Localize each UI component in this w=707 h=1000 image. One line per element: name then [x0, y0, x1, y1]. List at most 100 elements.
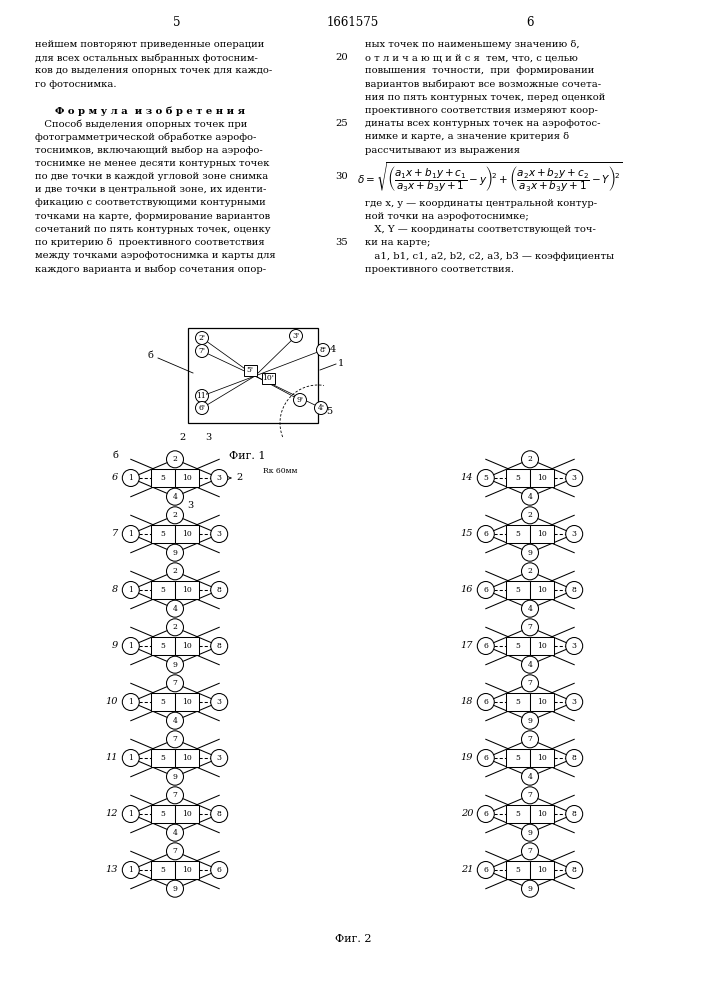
Circle shape [167, 488, 184, 505]
Circle shape [167, 451, 184, 468]
Text: 4: 4 [527, 493, 532, 501]
Text: 7: 7 [112, 530, 118, 538]
Text: 5: 5 [160, 474, 165, 482]
Text: 2: 2 [173, 623, 177, 631]
Text: 6: 6 [526, 15, 534, 28]
Text: 5: 5 [326, 406, 332, 416]
Circle shape [167, 712, 184, 729]
Bar [175, 469, 199, 487]
Text: ния по пять контурных точек, перед оценкой: ния по пять контурных точек, перед оценк… [365, 93, 605, 102]
Circle shape [167, 731, 184, 748]
Text: 2: 2 [173, 567, 177, 575]
Text: 4: 4 [527, 661, 532, 669]
Text: где x, y — координаты центральной контур-: где x, y — координаты центральной контур… [365, 199, 597, 208]
Text: 2: 2 [236, 474, 243, 483]
Text: проективного соответствия измеряют коор-: проективного соответствия измеряют коор- [365, 106, 598, 115]
Circle shape [211, 638, 228, 654]
Circle shape [477, 806, 494, 822]
Text: 3: 3 [205, 433, 211, 442]
Text: 5: 5 [160, 866, 165, 874]
Text: 10: 10 [537, 474, 547, 482]
Text: 9: 9 [173, 885, 177, 893]
Circle shape [122, 861, 139, 879]
Text: 10: 10 [537, 642, 547, 650]
Text: каждого варианта и выбор сочетания опор-: каждого варианта и выбор сочетания опор- [35, 264, 266, 274]
Circle shape [477, 470, 494, 487]
Text: ных точек по наименьшему значению ẟ,: ных точек по наименьшему значению ẟ, [365, 40, 580, 49]
Bar [530, 693, 554, 711]
Circle shape [211, 861, 228, 879]
Text: 1: 1 [129, 810, 133, 818]
Circle shape [566, 582, 583, 598]
Text: 12: 12 [106, 810, 118, 818]
Text: тоснимке не менее десяти контурных точек: тоснимке не менее десяти контурных точек [35, 159, 269, 168]
Text: 9: 9 [112, 642, 118, 650]
Text: 1: 1 [129, 530, 133, 538]
Text: Фиг. 2: Фиг. 2 [334, 934, 371, 944]
Text: 8: 8 [217, 586, 221, 594]
Circle shape [477, 582, 494, 598]
Text: 14: 14 [461, 474, 473, 483]
Circle shape [211, 582, 228, 598]
Bar [530, 805, 554, 823]
Bar [151, 581, 175, 599]
Text: сочетаний по пять контурных точек, оценку: сочетаний по пять контурных точек, оценк… [35, 225, 271, 234]
Circle shape [167, 768, 184, 785]
Text: 9': 9' [296, 396, 303, 404]
Text: 8: 8 [217, 642, 221, 650]
Bar [530, 581, 554, 599]
Bar [243, 364, 257, 375]
Text: 5: 5 [160, 586, 165, 594]
Text: 5: 5 [515, 810, 520, 818]
Bar [530, 525, 554, 543]
Circle shape [522, 451, 539, 468]
Text: 10: 10 [106, 698, 118, 706]
Text: 4: 4 [173, 829, 177, 837]
Text: 1: 1 [129, 698, 133, 706]
Text: Фиг. 1: Фиг. 1 [229, 451, 265, 461]
Text: 10: 10 [537, 754, 547, 762]
Text: по две точки в каждой угловой зоне снимка: по две точки в каждой угловой зоне снимк… [35, 172, 268, 181]
Text: 3': 3' [293, 332, 300, 340]
Text: 10: 10 [537, 810, 547, 818]
Text: 4: 4 [173, 717, 177, 725]
Circle shape [522, 563, 539, 580]
Text: 4: 4 [173, 493, 177, 501]
Text: 5: 5 [515, 530, 520, 538]
Text: 35: 35 [335, 238, 348, 247]
Text: 6: 6 [484, 866, 489, 874]
Text: 10: 10 [537, 530, 547, 538]
Text: нейшем повторяют приведенные операции: нейшем повторяют приведенные операции [35, 40, 264, 49]
Text: по критерию ẟ  проективного соответствия: по критерию ẟ проективного соответствия [35, 238, 264, 247]
Text: 10: 10 [182, 754, 192, 762]
Circle shape [122, 582, 139, 598]
Text: б: б [112, 452, 118, 460]
Circle shape [566, 638, 583, 654]
Bar [151, 749, 175, 767]
Text: 10: 10 [537, 866, 547, 874]
Text: 7: 7 [527, 679, 532, 687]
Circle shape [122, 806, 139, 822]
Circle shape [522, 731, 539, 748]
Text: 13: 13 [106, 865, 118, 874]
Text: нимке и карте, а значение критерия ẟ: нимке и карте, а значение критерия ẟ [365, 132, 569, 141]
Text: 1: 1 [129, 642, 133, 650]
Circle shape [522, 656, 539, 673]
Text: 10: 10 [537, 698, 547, 706]
Text: 4: 4 [527, 605, 532, 613]
Text: о т л и ч а ю щ и й с я  тем, что, с целью: о т л и ч а ю щ и й с я тем, что, с цель… [365, 53, 578, 62]
Text: Ф о р м у л а  и з о б р е т е н и я: Ф о р м у л а и з о б р е т е н и я [55, 106, 245, 115]
Text: 4: 4 [173, 605, 177, 613]
Text: 6: 6 [484, 698, 489, 706]
Text: 5: 5 [515, 698, 520, 706]
Bar [506, 749, 530, 767]
Circle shape [211, 470, 228, 487]
Circle shape [522, 544, 539, 561]
Bar [175, 861, 199, 879]
Circle shape [122, 470, 139, 487]
Text: 5: 5 [515, 866, 520, 874]
Circle shape [167, 843, 184, 860]
Text: 4: 4 [330, 346, 337, 355]
Text: 8: 8 [572, 810, 577, 818]
Bar [175, 749, 199, 767]
